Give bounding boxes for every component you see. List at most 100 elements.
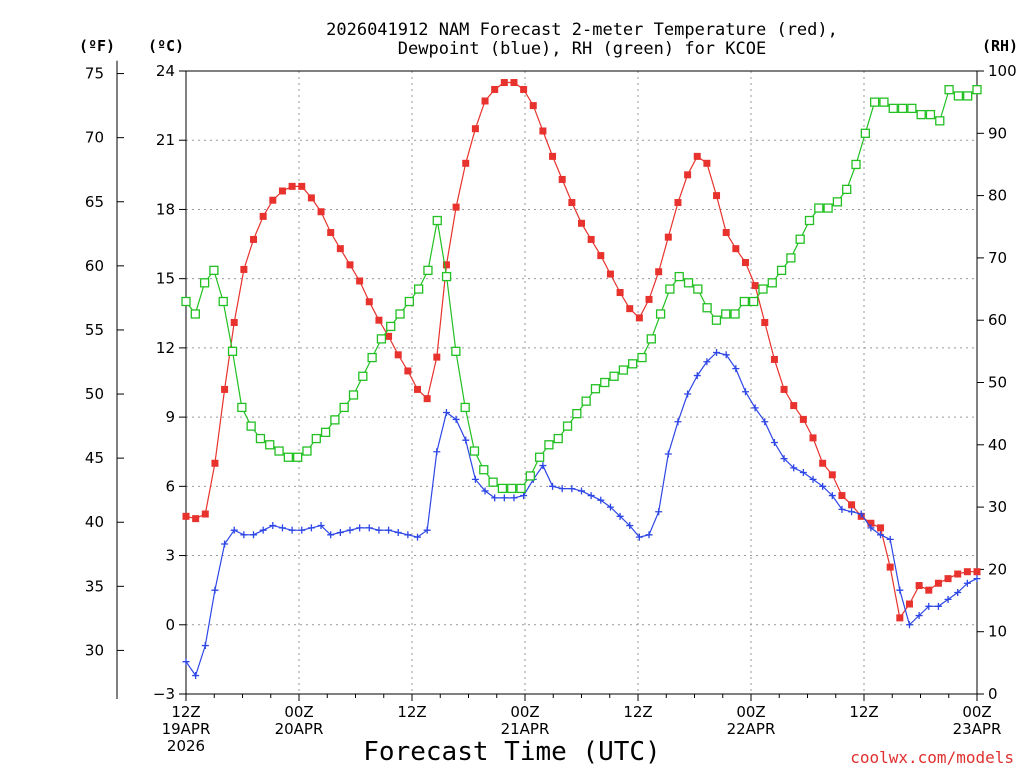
rh-point xyxy=(721,309,731,319)
dewpoint-point xyxy=(905,621,913,629)
time-tick-label: 2026 xyxy=(167,737,205,755)
temperature-point xyxy=(684,171,692,179)
temperature-point xyxy=(442,261,450,269)
temperature-point xyxy=(703,159,711,167)
dewpoint-point xyxy=(799,468,807,476)
celsius-tick-label: 15 xyxy=(156,270,175,288)
series-temperature xyxy=(182,79,981,622)
dewpoint-point xyxy=(211,586,219,594)
dewpoint-point xyxy=(770,438,778,446)
rh-point xyxy=(758,284,768,294)
rh-point xyxy=(246,421,256,431)
temperature-point xyxy=(298,182,306,190)
time-tick-label: 23APR xyxy=(953,720,1002,738)
rh-point xyxy=(935,116,945,126)
dewpoint-point xyxy=(819,482,827,490)
dewpoint-point xyxy=(626,522,634,530)
temperature-point xyxy=(597,252,605,260)
rh-point xyxy=(386,321,396,332)
dewpoint-point xyxy=(327,531,335,539)
rh-point xyxy=(544,440,554,450)
rh-point xyxy=(283,452,294,462)
rh-point xyxy=(358,371,368,381)
rh-point xyxy=(320,427,331,437)
dewpoint-point xyxy=(259,526,267,534)
dewpoint-point xyxy=(587,492,595,500)
temperature-point xyxy=(674,199,682,207)
time-tick-label: 12Z xyxy=(397,703,426,721)
rh-point xyxy=(190,309,200,319)
rh-point xyxy=(181,296,191,307)
dewpoint-point xyxy=(606,503,614,511)
rh-point xyxy=(507,483,517,494)
temperature-point xyxy=(568,199,576,207)
dewpoint-point xyxy=(250,531,258,539)
celsius-tick-label: 0 xyxy=(165,616,175,634)
temperature-point xyxy=(963,568,971,576)
temperature-point xyxy=(307,194,315,202)
temperature-point xyxy=(587,235,595,243)
celsius-tick-label: 18 xyxy=(156,200,175,218)
celsius-tick-label: −3 xyxy=(153,685,175,703)
celsius-tick-label: 12 xyxy=(156,339,175,357)
dewpoint-point xyxy=(578,487,585,495)
dewpoint-point xyxy=(635,533,643,541)
rh-point xyxy=(348,390,359,400)
dewpoint-point xyxy=(828,492,836,500)
temperature-point xyxy=(934,579,942,587)
temperature-point xyxy=(954,570,962,578)
fahrenheit-tick-label: 60 xyxy=(85,257,104,275)
rh-point xyxy=(293,452,303,462)
rh-point xyxy=(413,284,424,294)
temperature-point xyxy=(664,233,672,241)
dewpoint-point xyxy=(722,351,730,359)
temperature-point xyxy=(327,229,335,237)
rh-point xyxy=(600,377,610,388)
temperature-point xyxy=(520,85,528,93)
rh-point xyxy=(963,91,973,101)
rh-point xyxy=(553,433,563,444)
temperature-point xyxy=(192,515,200,523)
gridlines xyxy=(186,71,977,694)
dewpoint-point xyxy=(414,533,422,541)
dewpoint-point xyxy=(346,526,354,534)
fahrenheit-tick-label: 75 xyxy=(85,65,104,83)
rh-point xyxy=(897,103,908,114)
dewpoint-point xyxy=(462,436,470,444)
temperature-point xyxy=(770,355,778,363)
rh-point xyxy=(842,184,852,195)
rh-tick-label: 40 xyxy=(988,436,1007,454)
temperature-point xyxy=(423,395,431,403)
rh-point xyxy=(925,109,936,120)
temperature-point xyxy=(877,524,885,532)
temperature-point xyxy=(973,568,981,576)
rh-tick-label: 50 xyxy=(988,374,1007,392)
time-tick-label: 12Z xyxy=(849,703,878,721)
rh-tick-label: 80 xyxy=(988,187,1007,205)
dewpoint-point xyxy=(645,531,653,539)
rh-point xyxy=(525,471,535,481)
temperature-point xyxy=(905,600,913,608)
rh-point xyxy=(888,103,898,114)
temperature-point xyxy=(452,203,460,211)
chart-title-line-2: Dewpoint (blue), RH (green) for KCOE xyxy=(398,39,766,59)
rh-point xyxy=(218,296,228,307)
temperature-point xyxy=(259,212,267,220)
rh-point xyxy=(339,402,349,413)
fahrenheit-tick-label: 65 xyxy=(85,193,104,211)
dewpoint-point xyxy=(963,579,971,587)
rh-point xyxy=(749,296,759,307)
dewpoint-point xyxy=(857,510,865,518)
rh-point xyxy=(199,278,210,288)
rh-point xyxy=(265,440,275,450)
temperature-point xyxy=(616,289,624,297)
fahrenheit-tick-label: 45 xyxy=(85,449,104,467)
dewpoint-point xyxy=(664,450,672,458)
temperature-point xyxy=(529,102,537,110)
dewpoint-point xyxy=(539,462,547,470)
rh-point xyxy=(479,465,489,475)
temperature-point xyxy=(693,152,701,160)
celsius-tick-label: 9 xyxy=(165,408,175,426)
dewpoint-point xyxy=(838,505,846,513)
dewpoint-point xyxy=(336,528,344,536)
